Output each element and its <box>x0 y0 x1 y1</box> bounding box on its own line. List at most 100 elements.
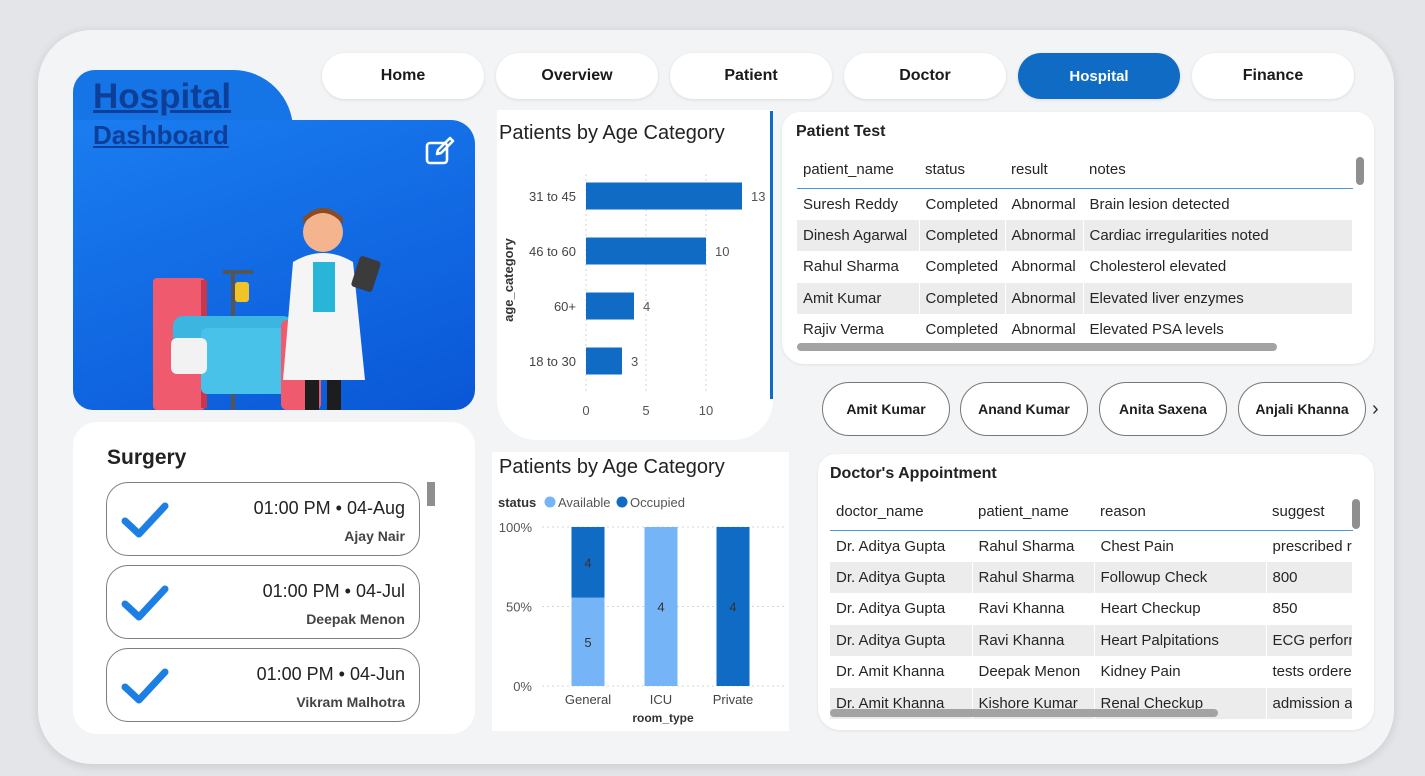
table-cell: Completed <box>919 219 1006 251</box>
y-axis-label: age_category <box>501 237 516 322</box>
age-chart-card <box>497 110 773 440</box>
checkmark-icon <box>121 585 169 621</box>
data-label: 4 <box>584 555 591 570</box>
column-header[interactable]: patient_name <box>972 494 1094 531</box>
surgery-item[interactable]: 01:00 PM • 04-Aug Ajay Nair <box>106 482 420 556</box>
appointment-hscroll[interactable] <box>830 709 1218 717</box>
patient-chip[interactable]: Anand Kumar <box>960 382 1088 436</box>
table-row[interactable]: Amit Kumar Completed Abnormal Elevated live… <box>797 282 1353 314</box>
surgery-patient: Deepak Menon <box>306 611 405 627</box>
column-header[interactable]: notes <box>1083 152 1352 189</box>
patient-chip[interactable]: Anjali Khanna <box>1238 382 1366 436</box>
table-cell: Rajiv Verma <box>797 314 920 346</box>
table-cell: Dinesh Agarwal <box>797 219 920 251</box>
hero-title-line1: Hospital <box>93 77 232 116</box>
surgery-scrollbar[interactable] <box>427 482 435 506</box>
surgery-time: 01:00 PM • 04-Aug <box>253 498 405 518</box>
data-label: 4 <box>729 600 736 615</box>
table-cell: Dr. Aditya Gupta <box>830 624 973 656</box>
bar[interactable] <box>586 182 742 210</box>
bar[interactable] <box>586 237 706 265</box>
table-cell: Heart Checkup <box>1094 593 1267 625</box>
nav-finance-button[interactable]: Finance <box>1192 53 1354 99</box>
column-header[interactable]: doctor_name <box>830 494 972 531</box>
checkmark-icon <box>121 502 169 538</box>
nav-patient-button[interactable]: Patient <box>670 53 832 99</box>
stacked-bar-segment[interactable] <box>716 527 750 686</box>
table-row[interactable]: Rahul Sharma Completed Abnormal Cholesterol… <box>797 251 1353 283</box>
table-row[interactable]: Rajiv Verma Completed Abnormal Elevated PSA… <box>797 314 1353 346</box>
legend-label[interactable]: Occupied <box>630 495 685 510</box>
table-cell: Abnormal <box>1005 188 1084 220</box>
patient-test-vscroll[interactable] <box>1356 157 1364 185</box>
surgery-item[interactable]: 01:00 PM • 04-Jun Vikram Malhotra <box>106 648 420 722</box>
nav-overview-button[interactable]: Overview <box>496 53 658 99</box>
table-cell: Abnormal <box>1005 314 1084 346</box>
category-label: ICU <box>650 692 672 707</box>
stacked-bar-segment[interactable] <box>571 527 605 598</box>
column-header[interactable]: reason <box>1094 494 1266 531</box>
table-cell: Elevated PSA levels <box>1083 314 1353 346</box>
appointment-panel: Doctor's Appointment doctor_name patient… <box>818 454 1374 730</box>
appointment-table: doctor_name patient_name reason suggest … <box>830 494 1353 719</box>
patient-chip[interactable]: Anita Saxena <box>1099 382 1227 436</box>
checkmark-icon <box>121 668 169 704</box>
column-header[interactable]: suggest <box>1266 494 1352 531</box>
table-row[interactable]: Dr. Amit Khanna Deepak Menon Kidney Pain te… <box>830 656 1353 688</box>
table-cell: Suresh Reddy <box>797 188 920 220</box>
category-label: 31 to 45 <box>529 189 576 204</box>
chevron-right-icon[interactable]: › <box>1372 398 1379 420</box>
x-tick-label: 10 <box>699 403 713 418</box>
stacked-bar-segment[interactable] <box>644 527 678 686</box>
column-header[interactable]: patient_name <box>797 152 919 189</box>
category-label: General <box>565 692 611 707</box>
table-cell: tests ordere <box>1266 656 1353 688</box>
table-cell: Dr. Aditya Gupta <box>830 561 973 593</box>
table-cell: Elevated liver enzymes <box>1083 282 1353 314</box>
category-label: 60+ <box>554 299 576 314</box>
patient-test-table: patient_name status result notes Suresh … <box>797 152 1353 346</box>
table-cell: Followup Check <box>1094 561 1267 593</box>
patient-chip[interactable]: Amit Kumar <box>822 382 950 436</box>
category-label: 46 to 60 <box>529 244 576 259</box>
table-row[interactable]: Dinesh Agarwal Completed Abnormal Cardiac i… <box>797 219 1353 251</box>
table-row[interactable]: Suresh Reddy Completed Abnormal Brain lesio… <box>797 188 1353 220</box>
y-tick-label: 50% <box>506 600 532 615</box>
column-header[interactable]: result <box>1005 152 1083 189</box>
edit-icon[interactable] <box>424 135 456 167</box>
hero-card <box>73 120 475 410</box>
room-stacked-chart: status Available Occupied 0% 50% 100% 5 4 Genera… <box>498 495 784 725</box>
table-row[interactable]: Dr. Aditya Gupta Rahul Sharma Chest Pain pr… <box>830 530 1353 562</box>
legend-marker[interactable] <box>544 496 556 508</box>
nav-hospital-button[interactable]: Hospital <box>1018 53 1180 99</box>
column-header[interactable]: status <box>919 152 1005 189</box>
table-cell: Rahul Sharma <box>797 251 920 283</box>
patient-test-hscroll[interactable] <box>797 343 1277 351</box>
age-bar-chart: 0 5 10 31 to 45 13 46 to 60 10 60+ 4 18 to 30 3 age… <box>501 174 765 418</box>
table-cell: Dr. Aditya Gupta <box>830 530 973 562</box>
nav-doctor-button[interactable]: Doctor <box>844 53 1006 99</box>
age-chart-divider <box>770 111 773 399</box>
legend-label[interactable]: Available <box>558 495 611 510</box>
surgery-item[interactable]: 01:00 PM • 04-Jul Deepak Menon <box>106 565 420 639</box>
bar[interactable] <box>586 292 634 320</box>
bar[interactable] <box>586 347 622 375</box>
data-label: 13 <box>751 189 765 204</box>
data-label: 10 <box>715 244 729 259</box>
table-row[interactable]: Dr. Aditya Gupta Ravi Khanna Heart Checkup… <box>830 593 1353 625</box>
surgery-title: Surgery <box>107 446 187 469</box>
legend-marker[interactable] <box>616 496 628 508</box>
table-cell: 800 <box>1266 561 1353 593</box>
table-row[interactable]: Dr. Aditya Gupta Ravi Khanna Heart Palpita… <box>830 624 1353 656</box>
table-cell: 850 <box>1266 593 1353 625</box>
appointment-vscroll[interactable] <box>1352 499 1360 529</box>
hero-title: Hospital Dashboard <box>93 76 231 152</box>
stacked-bar-segment[interactable] <box>571 597 605 686</box>
y-tick-label: 100% <box>499 520 533 535</box>
category-label: Private <box>713 692 753 707</box>
nav-home-button[interactable]: Home <box>322 53 484 99</box>
data-label: 4 <box>643 299 650 314</box>
table-row[interactable]: Dr. Aditya Gupta Rahul Sharma Followup Che… <box>830 561 1353 593</box>
x-axis-label: room_type <box>632 711 694 725</box>
surgery-time: 01:00 PM • 04-Jun <box>256 664 405 684</box>
